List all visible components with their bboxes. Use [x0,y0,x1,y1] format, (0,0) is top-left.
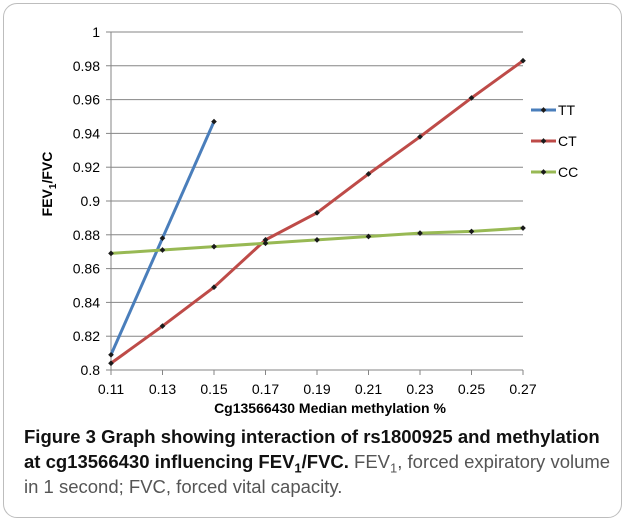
data-point-cc [417,230,423,236]
x-tick-label: 0.25 [458,381,485,397]
legend-marker-cc [540,169,547,175]
data-point-cc [159,247,166,253]
axes [106,31,524,375]
y-tick-label: 0.9 [81,193,101,209]
y-tick-labels: 0.8 0.82 0.84 0.86 0.88 0.9 0.92 0.94 0.96 0.98 1 [73,24,100,378]
caption-desc-subscript: 1 [390,460,398,476]
data-point-ct [520,57,526,64]
data-point-cc [211,243,217,250]
x-tick-label: 0.17 [252,381,279,397]
legend-label-tt: TT [558,102,576,118]
line-chart: 0.80.820.840.860.880.90.920.940.960.981 … [39,24,578,416]
y-tick-label: 0.86 [73,261,100,277]
data-point-ct [159,323,166,329]
y-tick-label: 0.92 [73,159,100,175]
legend-label-ct: CT [558,133,577,149]
x-tick-label: 0.21 [355,381,382,397]
data-point-cc [108,250,114,257]
caption-desc-text: FEV [348,451,391,472]
data-point-ct [262,237,269,243]
legend: TT CT CC [531,102,578,180]
y-tick-label: 1 [92,24,100,40]
caption-title-subscript: 1 [294,460,302,476]
data-point-ct [365,171,372,177]
x-tick-label: 0.11 [98,381,124,397]
y-axis-label-tail: /FVC [39,152,55,184]
caption-description: FEV1, forced expiratory volume in 1 seco… [24,451,610,497]
series-group [108,57,526,367]
figure-caption: Figure 3 Graph showing interaction of rs… [24,424,614,499]
data-point-tt [108,351,114,358]
caption-desc-tail: , forced expiratory volume in 1 second; … [24,451,611,497]
x-tick-label: 0.19 [303,381,330,397]
x-tick-label: 0.23 [406,381,433,397]
data-point-cc [365,233,372,240]
y-tick-label: 0.94 [73,125,100,141]
y-tick-label: 0.84 [73,294,100,310]
caption-title: Figure 3 Graph showing interaction of rs… [24,426,600,475]
legend-label-cc: CC [558,164,578,180]
y-tick-label: 0.82 [73,328,100,344]
legend-marker-tt [540,107,547,113]
y-tick-label: 0.98 [73,58,100,74]
data-point-ct [417,133,423,140]
caption-title-text: Figure 3 Graph showing interaction of rs… [24,426,600,472]
caption-title-tail: /FVC. [301,451,349,472]
y-tick-label: 0.8 [81,362,101,378]
x-tick-label: 0.15 [200,381,227,397]
data-point-cc [262,240,269,247]
data-point-ct [468,95,475,101]
data-point-cc [520,225,526,231]
x-tick-label: 0.27 [509,381,536,397]
data-point-cc [314,237,320,243]
legend-marker-ct [540,138,547,144]
x-tick-label: 0.13 [149,381,176,397]
figure-panel: 0.8 0.82 0.84 0.86 0.88 0.9 0.92 0.94 0.96 0.98 1 … [3,3,622,518]
y-axis-label: FEV1/FVC [39,152,59,217]
x-tick-labels: 0.11 0.13 0.15 0.17 0.19 0.21 0.23 0.25 0.27 [98,381,537,397]
x-axis-label: Cg13566430 Median methylation % [214,400,446,416]
data-point-ct [314,210,320,216]
data-point-tt [211,118,217,125]
y-axis-label-main: FEV [39,188,55,216]
y-axis-label-subscript: 1 [48,183,59,189]
data-point-cc [468,228,475,235]
y-tick-label: 0.88 [73,227,100,243]
data-point-ct [108,360,114,367]
data-point-ct [211,284,217,291]
data-point-tt [159,235,166,242]
y-tick-label: 0.96 [73,92,100,108]
